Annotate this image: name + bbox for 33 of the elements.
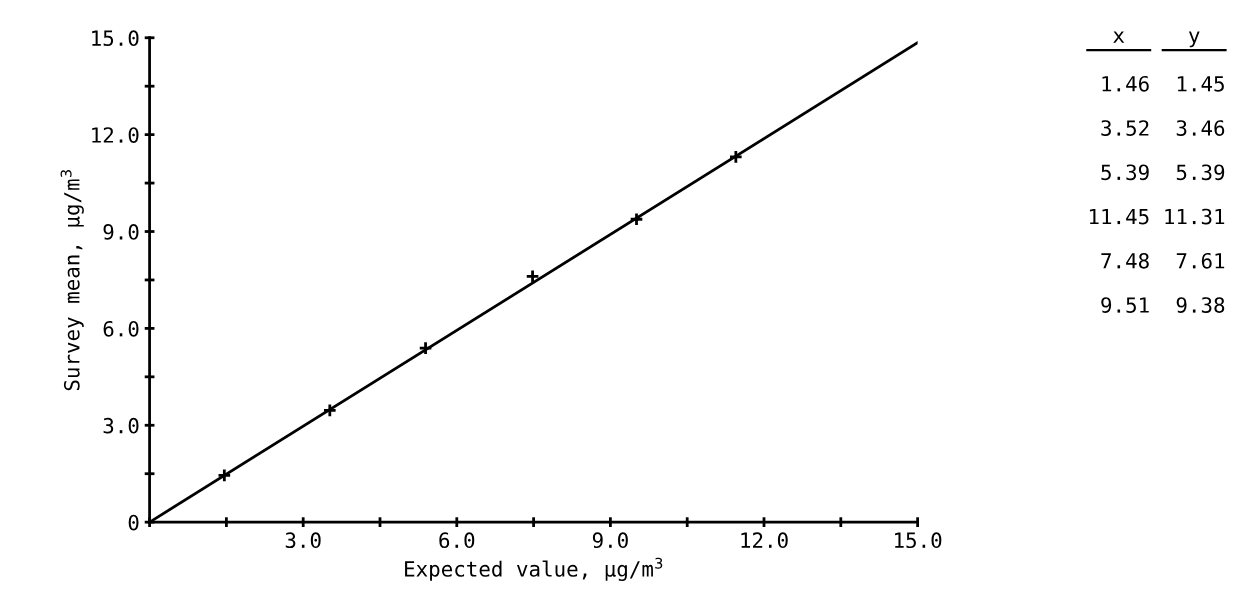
- text: 5.39: [1101, 164, 1149, 181]
- y-tick-label: 15.0: [92, 30, 139, 47]
- y-tick-label: 9.0: [103, 224, 139, 240]
- point: [728, 149, 744, 165]
- text: 7.61: [1176, 252, 1225, 269]
- text: 11.45: [1089, 208, 1149, 225]
- point: [217, 468, 232, 483]
- x-tick-label: 15.0: [895, 532, 942, 549]
- text: 1.45: [1177, 76, 1224, 92]
- x-tick-label: 3.0: [285, 532, 321, 549]
- text: 9.51: [1101, 297, 1149, 313]
- y-tick-label: 0: [128, 514, 139, 531]
- text: 9.38: [1176, 297, 1225, 313]
- text: 1.46: [1102, 75, 1149, 92]
- text: 3.52: [1101, 120, 1149, 136]
- y-axis-title: Survey mean, μg/m$^{3}$: [60, 170, 84, 391]
- point: [322, 403, 338, 418]
- y-tick-label: 3.0: [103, 417, 139, 434]
- text: 5.39: [1176, 164, 1225, 181]
- text: 11.31: [1165, 208, 1225, 225]
- y-tick-label: 6.0: [103, 320, 139, 337]
- x-tick-label: 12.0: [741, 532, 788, 549]
- x-tick-label: 6.0: [439, 532, 475, 549]
- point: [629, 212, 644, 227]
- text: 3.46: [1176, 120, 1225, 136]
- y-tick-label: 12.0: [92, 127, 139, 143]
- text: y: [1188, 31, 1200, 48]
- text: 7.48: [1101, 252, 1149, 269]
- point: [418, 340, 433, 356]
- point: [525, 269, 540, 284]
- x-axis-title: Expected value, μg/m$^{3}$: [405, 557, 663, 581]
- x-tick-label: 9.0: [592, 532, 628, 549]
- text: x: [1113, 31, 1125, 43]
